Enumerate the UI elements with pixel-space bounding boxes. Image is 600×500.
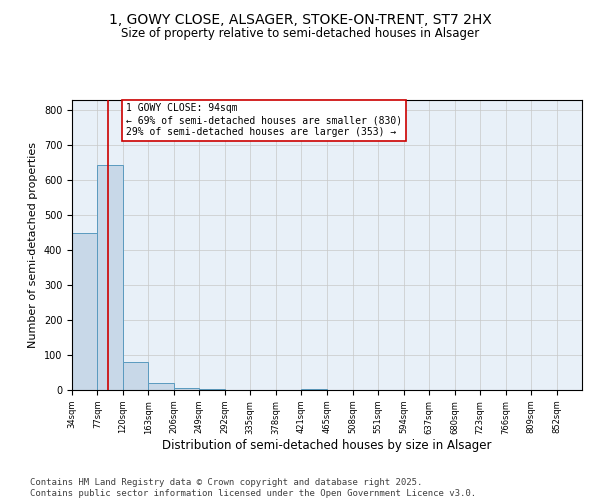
- Text: Size of property relative to semi-detached houses in Alsager: Size of property relative to semi-detach…: [121, 28, 479, 40]
- Y-axis label: Number of semi-detached properties: Number of semi-detached properties: [28, 142, 38, 348]
- Bar: [148, 383, 174, 390]
- Bar: [97, 164, 123, 390]
- X-axis label: Distribution of semi-detached houses by size in Alsager: Distribution of semi-detached houses by …: [162, 440, 492, 452]
- Text: 1, GOWY CLOSE, ALSAGER, STOKE-ON-TRENT, ST7 2HX: 1, GOWY CLOSE, ALSAGER, STOKE-ON-TRENT, …: [109, 12, 491, 26]
- Bar: [123, 362, 148, 390]
- Text: Contains HM Land Registry data © Crown copyright and database right 2025.
Contai: Contains HM Land Registry data © Crown c…: [30, 478, 476, 498]
- Bar: [72, 233, 97, 390]
- Text: 1 GOWY CLOSE: 94sqm
← 69% of semi-detached houses are smaller (830)
29% of semi-: 1 GOWY CLOSE: 94sqm ← 69% of semi-detach…: [126, 104, 402, 136]
- Bar: [174, 388, 199, 390]
